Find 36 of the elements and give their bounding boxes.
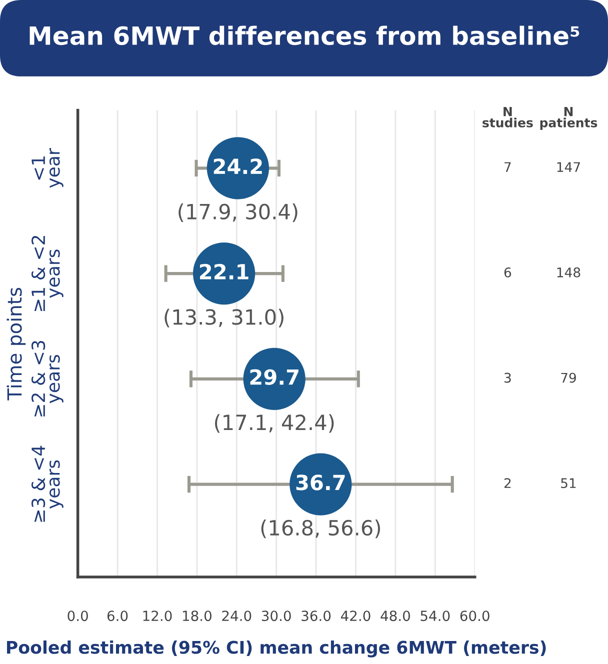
y-tick-label: ≥2 & <3 years [31,340,64,416]
annotation: (17.1, 42.4) [215,414,334,433]
text: 51 [561,478,576,488]
x-tick-label: 30.0 [262,610,291,622]
x-tick-label: 42.0 [340,610,370,622]
x-tick-label: 0.0 [68,610,88,622]
text: 6 [504,267,512,278]
text: 3 [504,372,511,383]
data-label: 29.7 [250,369,298,385]
x-tick-label: 12.0 [143,610,172,622]
x-axis-title: Pooled estimate (95% CI) mean change 6MWT (meters) [7,640,546,658]
text: 79 [561,372,576,383]
data-label: 24.2 [214,158,262,174]
x-tick-label: 24.0 [222,610,252,622]
x-tick-label: 54.0 [420,610,450,622]
x-tick-label: 18.0 [182,610,212,622]
text: 7 [504,162,511,172]
text: 147 [557,162,580,172]
x-tick-label: 48.0 [380,610,410,622]
data-label: 36.7 [296,474,345,490]
text: 2 [504,478,511,488]
text: N patients [540,106,598,130]
y-tick-label: <1 year [32,148,64,188]
annotation: (17.9, 30.4) [178,203,298,222]
text: N studies [482,106,533,128]
chart-title: Mean 6MWT differences from baseline⁵ [30,26,580,46]
annotation: (16.8, 56.6) [261,520,380,538]
x-tick-label: 60.0 [460,610,490,622]
y-tick-label: ≥3 & <4 years [31,446,64,522]
text: 148 [557,267,580,278]
y-tick-label: ≥1 & <2 years [31,236,64,312]
x-tick-label: 36.0 [302,610,331,622]
annotation: (13.3, 31.0) [164,308,284,328]
data-label: 22.1 [200,264,248,280]
y-axis-title: Time points [6,288,26,400]
x-tick-label: 6.0 [107,610,128,622]
